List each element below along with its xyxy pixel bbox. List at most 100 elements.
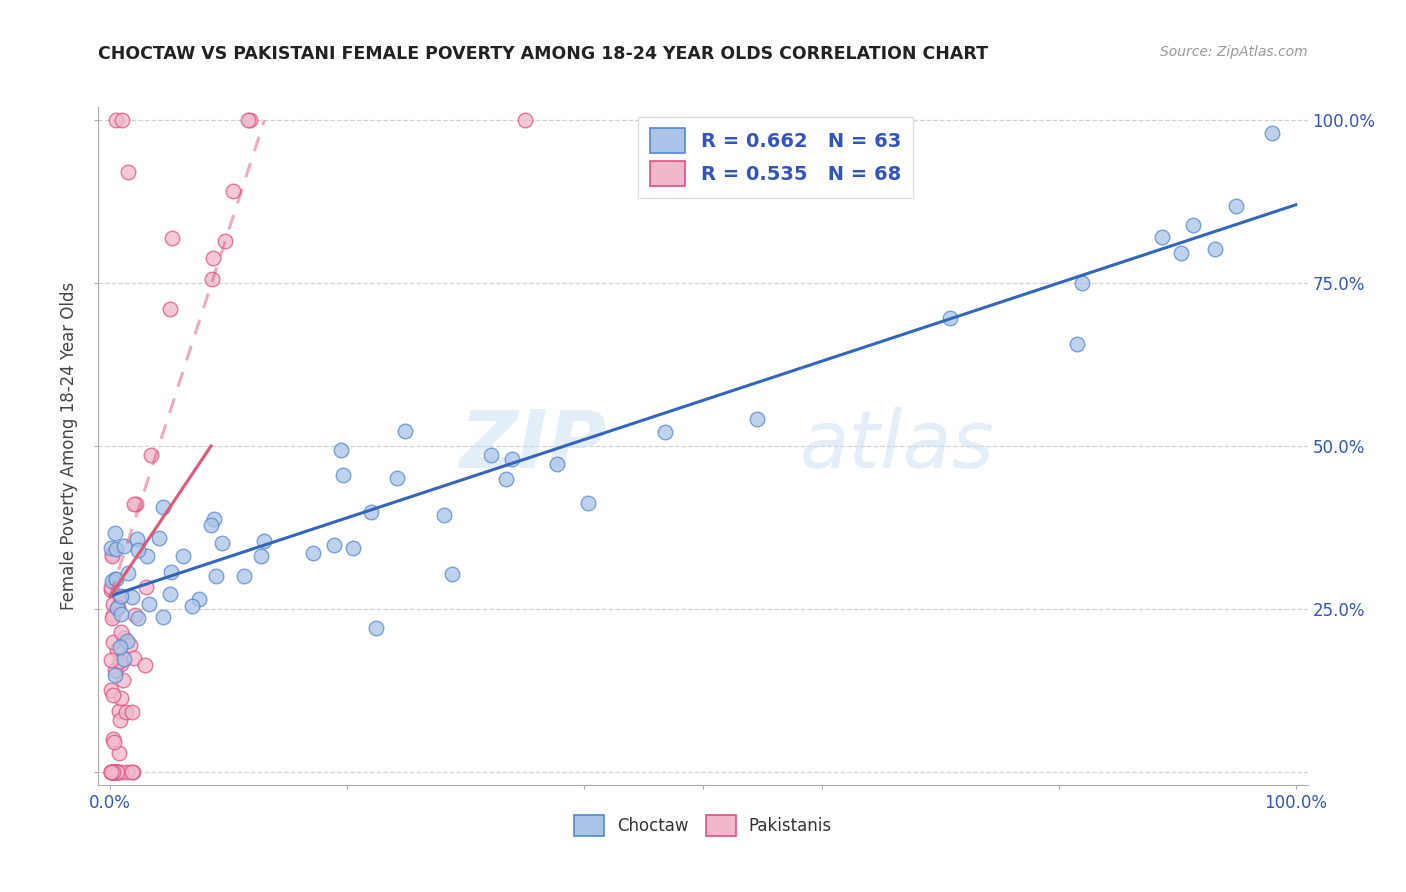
Point xyxy=(103,764,125,779)
Point xyxy=(253,533,276,548)
Point xyxy=(103,735,125,749)
Point xyxy=(441,566,464,581)
Point xyxy=(124,608,146,623)
Point xyxy=(939,311,962,326)
Point xyxy=(202,512,225,526)
Point xyxy=(111,113,134,128)
Point xyxy=(201,272,224,286)
Point xyxy=(222,184,245,198)
Point xyxy=(160,231,183,245)
Point xyxy=(501,452,523,467)
Point xyxy=(101,688,124,702)
Point xyxy=(112,539,135,553)
Point xyxy=(105,764,128,779)
Point xyxy=(105,643,128,657)
Point xyxy=(135,580,157,594)
Point xyxy=(135,549,157,563)
Point xyxy=(112,632,135,646)
Point xyxy=(107,764,129,779)
Point xyxy=(159,301,181,316)
Point xyxy=(100,653,122,667)
Point xyxy=(101,547,124,561)
Point xyxy=(122,764,145,779)
Point xyxy=(127,542,149,557)
Point xyxy=(105,764,128,779)
Point xyxy=(120,638,142,652)
Point xyxy=(105,113,128,128)
Point xyxy=(342,541,364,555)
Point xyxy=(108,704,131,718)
Point xyxy=(495,472,517,486)
Point xyxy=(110,690,132,705)
Point xyxy=(104,764,127,779)
Point xyxy=(101,574,124,588)
Point xyxy=(121,705,143,719)
Point xyxy=(104,663,127,677)
Point xyxy=(214,234,236,248)
Point xyxy=(111,673,134,688)
Point xyxy=(105,542,128,557)
Point xyxy=(115,633,138,648)
Point xyxy=(101,732,124,747)
Point xyxy=(233,569,256,583)
Point xyxy=(332,467,354,482)
Point xyxy=(148,531,170,545)
Point xyxy=(110,607,132,622)
Point xyxy=(110,589,132,603)
Text: ZIP: ZIP xyxy=(458,407,606,485)
Point xyxy=(101,764,124,779)
Point xyxy=(104,572,127,586)
Point xyxy=(100,582,122,597)
Point xyxy=(101,764,124,779)
Point xyxy=(301,546,323,560)
Point xyxy=(103,597,125,611)
Point xyxy=(546,457,568,471)
Point xyxy=(125,498,148,512)
Point xyxy=(479,449,502,463)
Point xyxy=(433,508,456,523)
Point xyxy=(121,764,143,779)
Text: Source: ZipAtlas.com: Source: ZipAtlas.com xyxy=(1160,45,1308,59)
Point xyxy=(117,165,139,179)
Point xyxy=(100,764,122,779)
Point xyxy=(127,611,149,625)
Point xyxy=(117,566,139,581)
Point xyxy=(1066,337,1088,351)
Point xyxy=(122,650,145,665)
Legend: Choctaw, Pakistanis: Choctaw, Pakistanis xyxy=(565,806,841,845)
Point xyxy=(1182,218,1205,232)
Point xyxy=(117,764,139,779)
Point xyxy=(100,764,122,779)
Point xyxy=(1225,199,1247,213)
Point xyxy=(394,424,416,438)
Point xyxy=(100,764,122,779)
Point xyxy=(107,764,129,779)
Point xyxy=(139,448,162,462)
Point xyxy=(211,535,233,549)
Point xyxy=(104,525,127,540)
Point xyxy=(100,549,122,563)
Point xyxy=(152,500,174,514)
Point xyxy=(110,764,132,779)
Point xyxy=(110,625,132,640)
Point xyxy=(181,599,204,613)
Point xyxy=(108,590,131,604)
Point xyxy=(1261,126,1284,140)
Point xyxy=(127,532,149,546)
Point xyxy=(188,592,211,607)
Point xyxy=(100,764,122,779)
Point xyxy=(100,541,122,556)
Point xyxy=(101,611,124,625)
Point xyxy=(100,683,122,698)
Point xyxy=(104,667,127,681)
Point xyxy=(1150,230,1173,244)
Point xyxy=(100,580,122,594)
Point xyxy=(110,640,132,654)
Point xyxy=(1071,276,1094,290)
Point xyxy=(654,425,676,440)
Point xyxy=(200,518,222,533)
Point xyxy=(366,621,388,635)
Point xyxy=(159,587,181,601)
Point xyxy=(202,251,225,265)
Point xyxy=(238,113,260,128)
